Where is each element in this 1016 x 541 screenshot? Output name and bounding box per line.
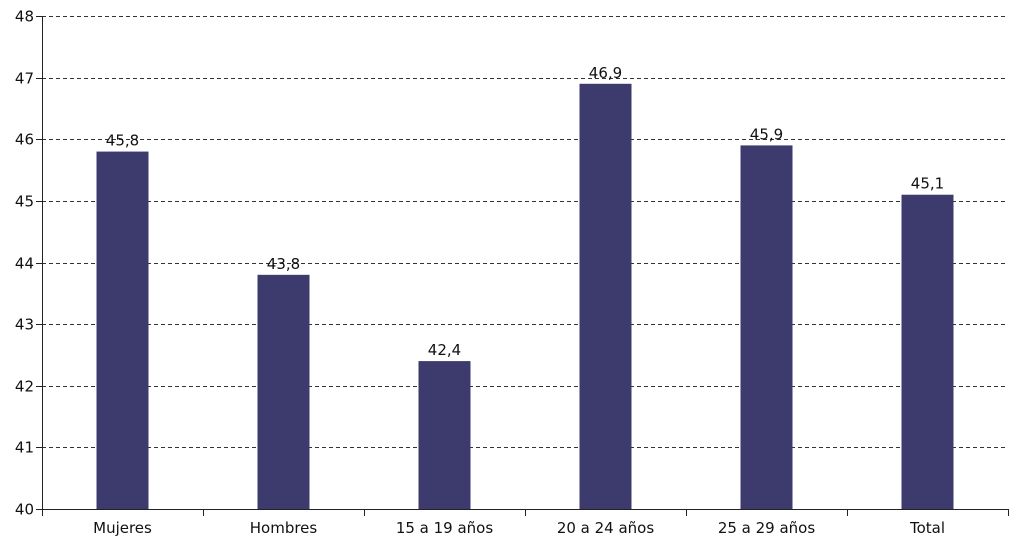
x-tick-label-1: Hombres — [250, 519, 318, 537]
bar-4 — [740, 145, 793, 509]
axes — [36, 16, 1009, 516]
data-label-2: 42,4 — [428, 341, 461, 359]
y-tick-label-40: 40 — [15, 501, 34, 519]
data-label-3: 46,9 — [589, 64, 622, 82]
y-tick-label-44: 44 — [15, 255, 34, 273]
x-tick-label-2: 15 a 19 años — [396, 519, 494, 537]
y-tick-label-46: 46 — [15, 131, 34, 149]
y-tick-label-45: 45 — [15, 193, 34, 211]
bar-3 — [579, 83, 632, 509]
y-tick-label-42: 42 — [15, 378, 34, 396]
gridlines — [42, 16, 1008, 448]
y-tick-label-43: 43 — [15, 316, 34, 334]
x-tick-label-3: 20 a 24 años — [557, 519, 655, 537]
bars — [96, 83, 954, 509]
y-tick-label-41: 41 — [15, 439, 34, 457]
data-label-0: 45,8 — [106, 132, 139, 150]
y-tick-label-48: 48 — [15, 8, 34, 26]
x-tick-label-5: Total — [909, 519, 945, 537]
data-label-5: 45,1 — [911, 175, 944, 193]
data-label-4: 45,9 — [750, 125, 783, 143]
x-tick-label-4: 25 a 29 años — [718, 519, 816, 537]
bar-0 — [96, 151, 149, 509]
data-label-1: 43,8 — [267, 255, 300, 273]
y-tick-label-47: 47 — [15, 70, 34, 88]
labels: 45,8 43,8 42,4 46,9 45,9 45,1 40 41 42 43 44 45 46 47… — [15, 8, 945, 538]
x-tick-label-0: Mujeres — [93, 519, 152, 537]
bar-2 — [418, 361, 471, 509]
bar-1 — [257, 274, 310, 509]
bar-5 — [901, 194, 954, 509]
